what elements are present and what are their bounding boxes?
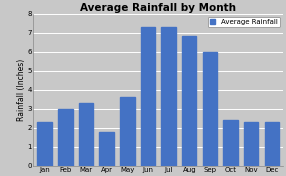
Bar bbox=[120, 97, 134, 166]
Bar bbox=[265, 122, 279, 166]
Bar bbox=[79, 103, 93, 166]
Bar bbox=[223, 120, 238, 166]
Bar bbox=[161, 27, 176, 166]
Bar bbox=[244, 122, 259, 166]
Bar bbox=[182, 36, 196, 166]
Bar bbox=[58, 109, 73, 166]
Bar bbox=[100, 132, 114, 166]
Legend: Average Rainfall: Average Rainfall bbox=[208, 17, 280, 27]
Bar bbox=[141, 27, 155, 166]
Bar bbox=[203, 52, 217, 166]
Title: Average Rainfall by Month: Average Rainfall by Month bbox=[80, 3, 236, 13]
Bar bbox=[37, 122, 52, 166]
Y-axis label: Rainfall (Inches): Rainfall (Inches) bbox=[17, 59, 26, 121]
